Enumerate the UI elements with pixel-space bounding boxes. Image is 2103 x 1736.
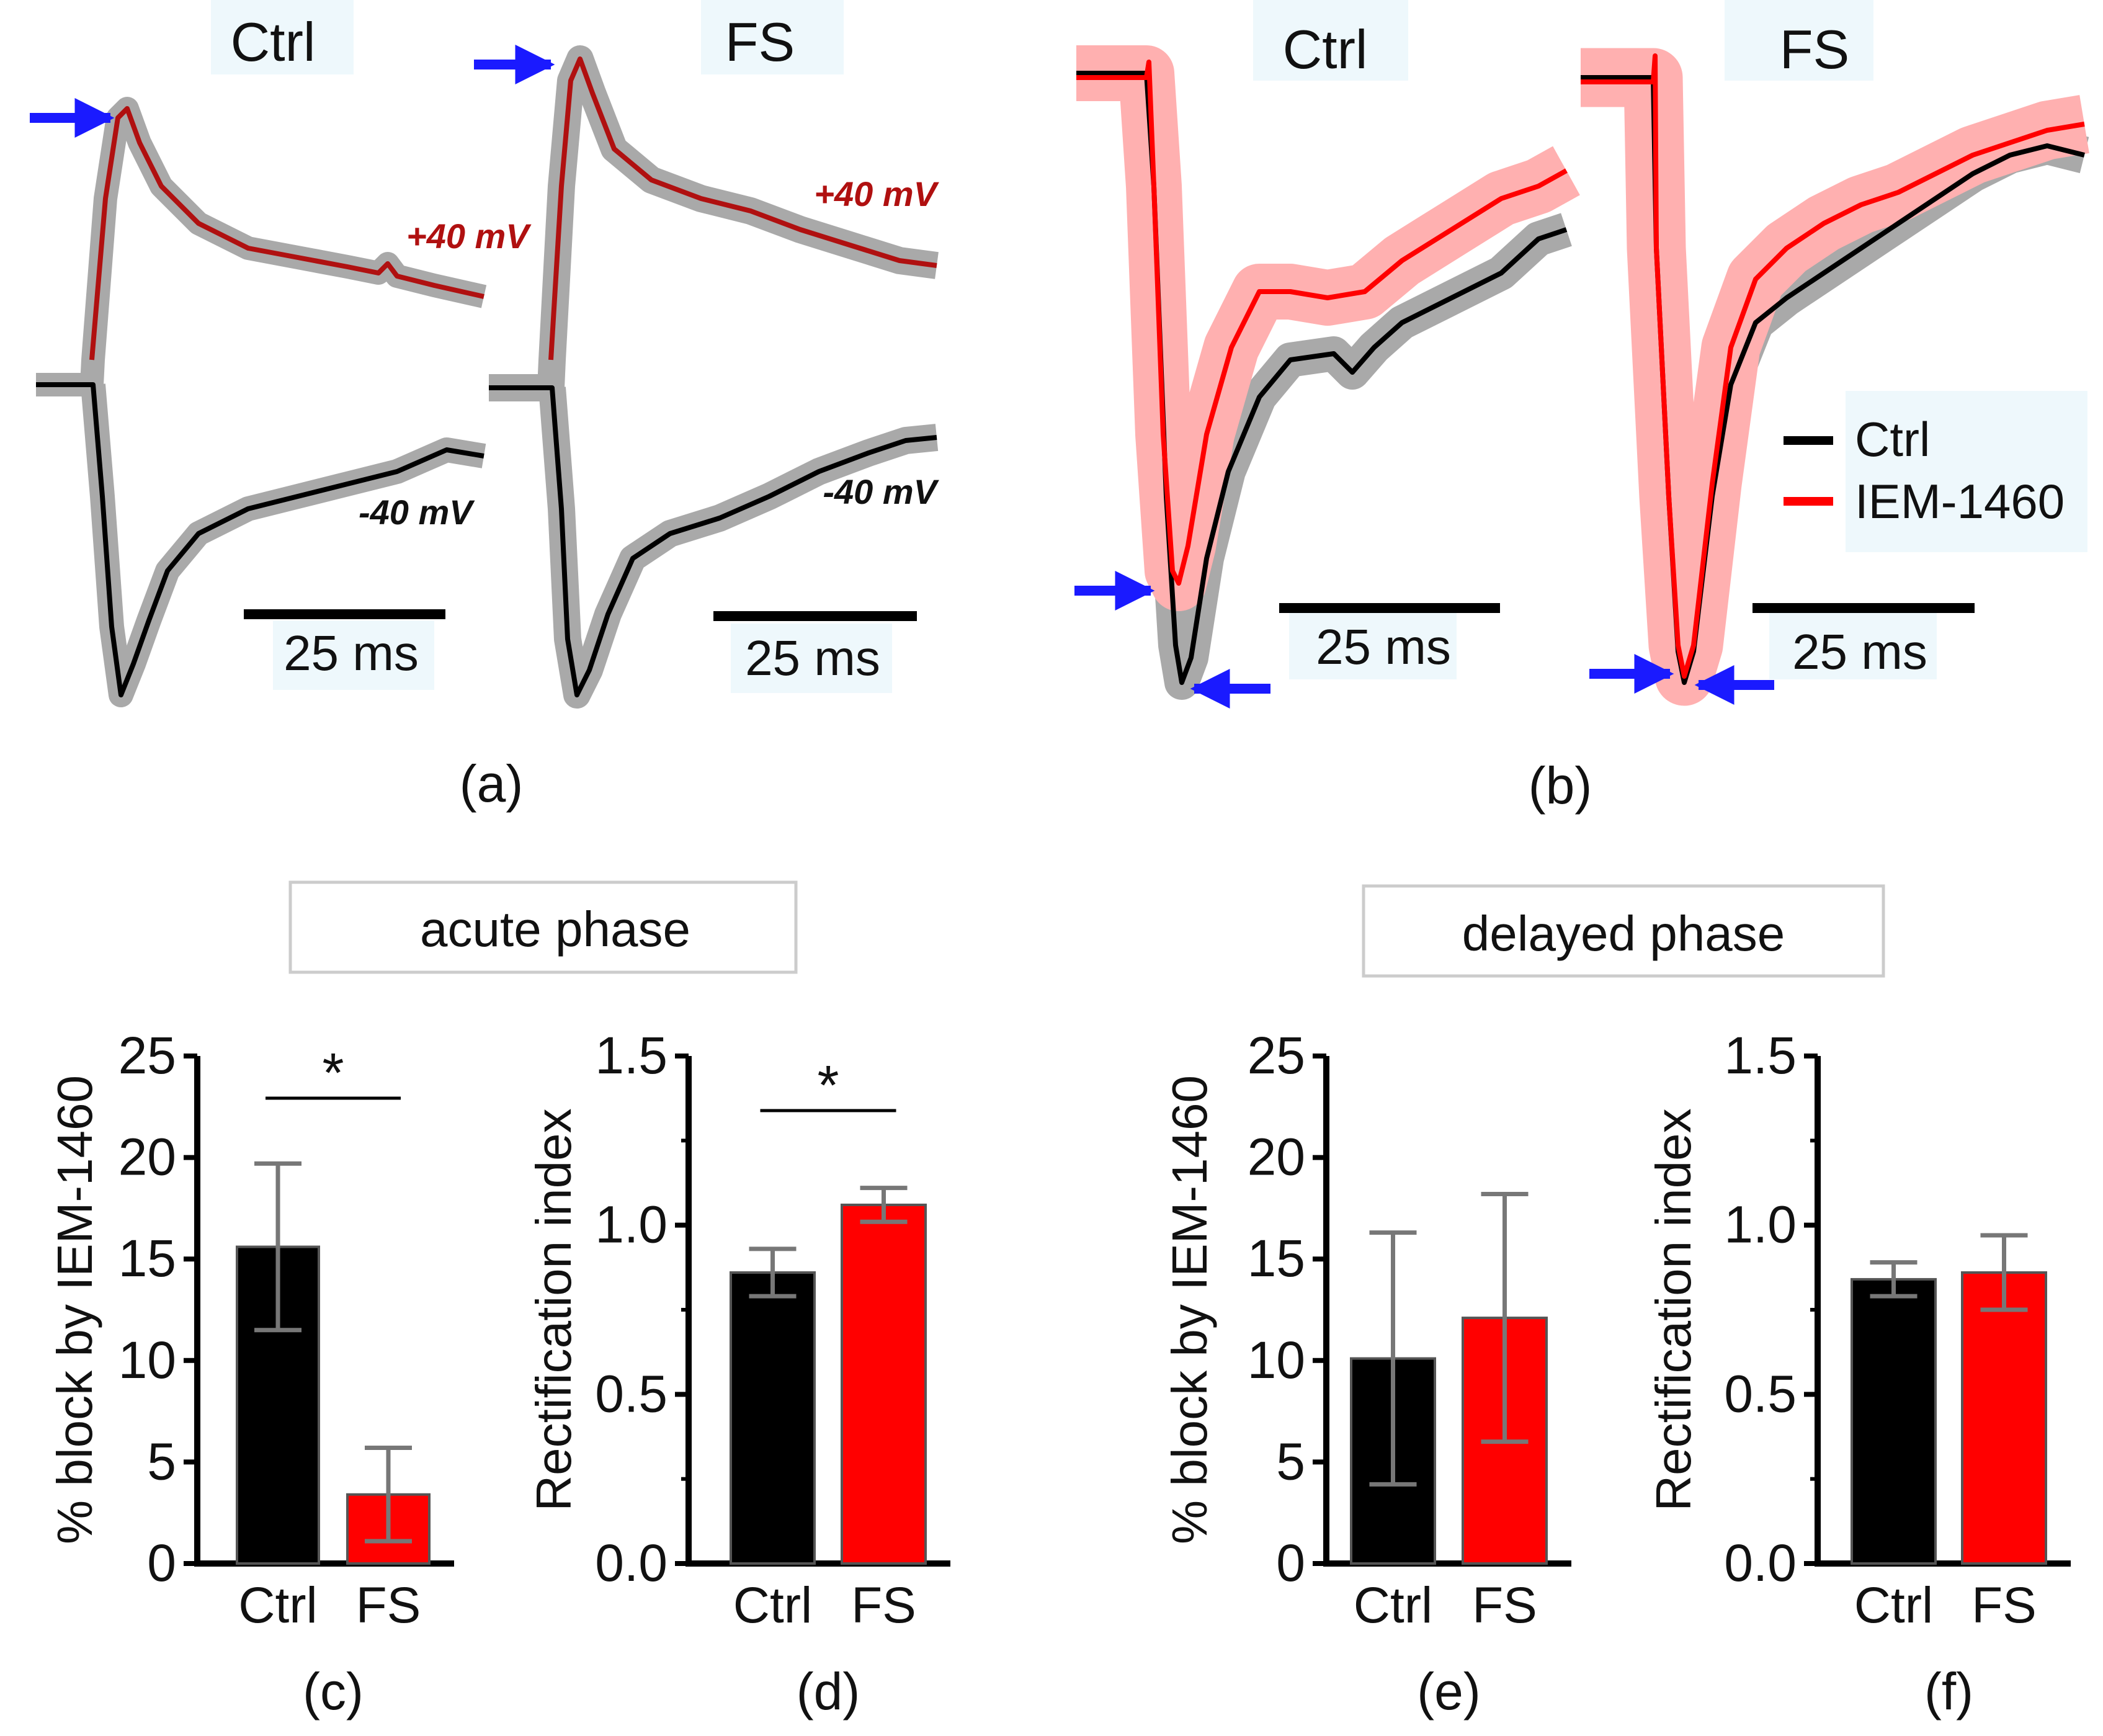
legend-b: Ctrl IEM-1460 xyxy=(1784,391,2087,552)
y-tick-label-f: 1.5 xyxy=(1724,1026,1797,1085)
title-bg-a-ctrl xyxy=(211,0,354,74)
y-tick-label-f: 0.0 xyxy=(1724,1534,1797,1592)
y-tick-label-d: 1.0 xyxy=(595,1196,668,1254)
label-a-ctrl-neg: -40 mV xyxy=(359,493,475,532)
category-label-d: Ctrl xyxy=(733,1577,813,1634)
title-a-ctrl: Ctrl xyxy=(231,11,316,73)
y-tick-label-c: 20 xyxy=(118,1128,176,1186)
y-tick-label-e: 0 xyxy=(1276,1534,1305,1592)
title-b-ctrl: Ctrl xyxy=(1283,19,1368,80)
bar-d-ctrl xyxy=(730,1271,816,1565)
y-tick-label-e: 5 xyxy=(1276,1432,1305,1490)
y-tick-label-c: 0 xyxy=(147,1534,176,1592)
scalebar-label-a-ctrl: 25 ms xyxy=(284,625,419,681)
label-a-fs-pos: +40 mV xyxy=(814,174,939,213)
trace-b-ctrl-iem xyxy=(1076,60,1568,586)
legend-label-iem: IEM-1460 xyxy=(1855,474,2065,529)
y-axis-label-d: Rectification index xyxy=(526,1108,581,1511)
y-axis-label-c: % block by IEM-1460 xyxy=(47,1075,102,1544)
category-label-c: Ctrl xyxy=(238,1577,318,1634)
y-tick-label-c: 5 xyxy=(147,1432,176,1490)
legend-label-ctrl: Ctrl xyxy=(1855,412,1930,467)
y-tick-label-e: 25 xyxy=(1248,1026,1305,1085)
trace-a-fs-neg xyxy=(489,385,937,697)
category-label-e: Ctrl xyxy=(1354,1577,1433,1634)
trace-group-a-ctrl xyxy=(36,97,487,707)
scalebar-bg-b-fs xyxy=(1769,611,1937,679)
category-label-f: Ctrl xyxy=(1854,1577,1934,1634)
y-tick-label-e: 10 xyxy=(1248,1331,1305,1389)
panel-e: 0 5 10 15 20 25 % block by IEM-1460 Ctrl FS (e) xyxy=(1162,1026,1571,1720)
phase-box-delayed xyxy=(1362,884,1885,978)
y-tick-label-d: 0.0 xyxy=(595,1534,668,1592)
panel-label-d: (d) xyxy=(797,1662,860,1720)
panel-d: 0.0 0.5 1.0 1.5 Rectification index Ctrl FS * (d… xyxy=(526,1026,950,1720)
panel-label-f: (f) xyxy=(1924,1662,1973,1720)
y-axis-label-f: Rectification index xyxy=(1646,1108,1701,1511)
title-bg-b-fs xyxy=(1725,0,1873,81)
scalebar-bg-b-ctrl xyxy=(1289,611,1457,679)
trace-a-ctrl-pos xyxy=(89,106,484,360)
bar-d-fs xyxy=(841,1203,927,1565)
phase-label-acute: acute phase xyxy=(420,902,690,957)
y-axis-label-e: % block by IEM-1460 xyxy=(1162,1075,1217,1544)
significance-star-c: * xyxy=(322,1042,344,1104)
y-tick-label-d: 1.5 xyxy=(595,1026,668,1085)
phase-label-delayed: delayed phase xyxy=(1462,906,1785,961)
y-tick-label-f: 1.0 xyxy=(1724,1196,1797,1254)
panel-a: Ctrl FS +40 mV -40 mV +40 mV -40 mV 25 m… xyxy=(30,0,940,813)
significance-star-d: * xyxy=(817,1055,839,1117)
panel-b: Ctrl FS 25 ms 25 ms Ctrl xyxy=(1074,0,2089,815)
title-bg-b-ctrl xyxy=(1253,0,1408,81)
y-tick-label-c: 15 xyxy=(118,1229,176,1287)
scalebar-label-a-fs: 25 ms xyxy=(745,630,880,686)
category-label-f: FS xyxy=(1971,1577,2037,1634)
legend-bg xyxy=(1846,391,2087,552)
y-tick-label-c: 25 xyxy=(118,1026,176,1085)
category-label-d: FS xyxy=(851,1577,916,1634)
trace-a-fs-pos xyxy=(548,56,937,360)
panel-f: 0.0 0.5 1.0 1.5 Rectification index Ctrl FS (f) xyxy=(1646,1026,2071,1720)
panel-label-e: (e) xyxy=(1417,1662,1481,1720)
scalebar-label-b-ctrl: 25 ms xyxy=(1316,619,1451,674)
y-tick-label-c: 10 xyxy=(118,1331,176,1389)
title-bg-a-fs xyxy=(701,0,844,74)
trace-group-a-fs xyxy=(489,45,939,709)
category-label-c: FS xyxy=(356,1577,421,1634)
phase-box-acute xyxy=(288,880,798,974)
trace-group-b-ctrl xyxy=(1076,45,1580,700)
scalebar-bg-a-ctrl xyxy=(273,620,434,690)
scalebar-label-b-fs: 25 ms xyxy=(1792,624,1927,679)
panel-label-b: (b) xyxy=(1529,756,1592,815)
title-a-fs: FS xyxy=(725,11,795,73)
y-tick-label-e: 20 xyxy=(1248,1128,1305,1186)
y-tick-label-d: 0.5 xyxy=(595,1364,668,1423)
trace-group-b-fs xyxy=(1581,48,2089,706)
panel-label-a: (a) xyxy=(460,754,524,813)
y-tick-label-e: 15 xyxy=(1248,1229,1305,1287)
label-a-ctrl-pos: +40 mV xyxy=(406,217,532,256)
bar-f-fs xyxy=(1961,1271,2047,1565)
panel-label-c: (c) xyxy=(303,1662,364,1720)
trace-b-fs-iem xyxy=(1581,53,2085,679)
y-tick-label-f: 0.5 xyxy=(1724,1364,1797,1423)
category-label-e: FS xyxy=(1472,1577,1537,1634)
panel-c: 0 5 10 15 20 25 % block by IEM-1460 Ctrl FS * (c) xyxy=(47,1026,454,1720)
label-a-fs-neg: -40 mV xyxy=(823,472,939,511)
bar-f-ctrl xyxy=(1851,1277,1937,1565)
trace-a-fs-pos-sem xyxy=(489,45,939,401)
scalebar-bg-a-fs xyxy=(731,624,892,693)
title-b-fs: FS xyxy=(1780,19,1849,80)
trace-a-ctrl-neg xyxy=(36,382,484,697)
